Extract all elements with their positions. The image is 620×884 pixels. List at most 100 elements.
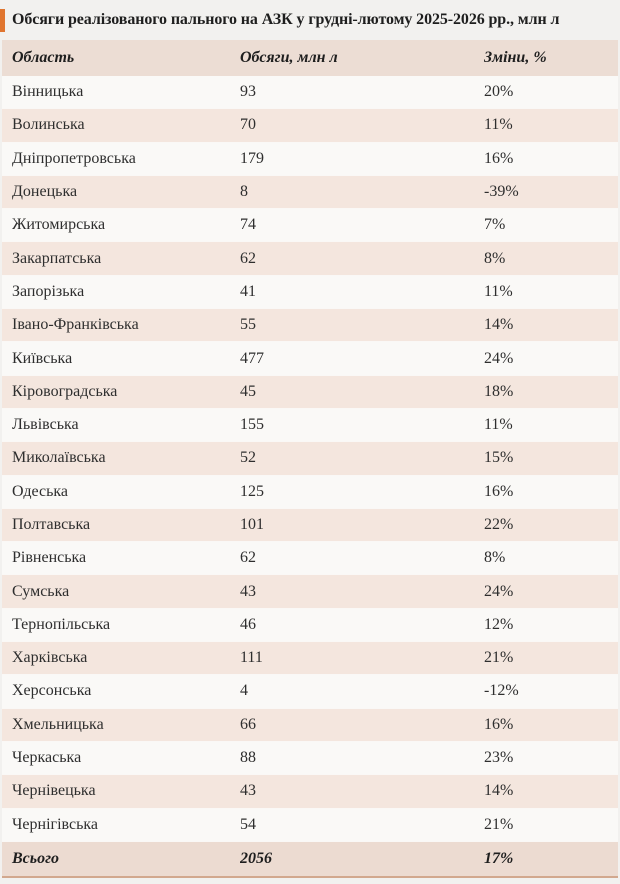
- title-accent-bar: [0, 8, 5, 32]
- volume-cell: 52: [240, 441, 484, 476]
- region-cell: Вінницька: [12, 83, 84, 101]
- volume-cell: 54: [240, 807, 484, 842]
- table-header-row: Область Обсяги, млн л Зміни, %: [2, 40, 618, 76]
- column-header-volume: Обсяги, млн л: [240, 40, 484, 76]
- volume-cell: 70: [240, 108, 484, 143]
- region-cell: Полтавська: [2, 507, 240, 542]
- change-cell: 14%: [484, 774, 618, 809]
- region-cell: Дніпропетровська: [2, 141, 240, 176]
- volume-cell: 4: [240, 674, 484, 709]
- region-cell: Чернівецька: [2, 774, 240, 809]
- table-row: Івано-Франківська 55 14%: [2, 308, 618, 342]
- volume-cell: 74: [240, 208, 484, 242]
- change-cell: 21%: [484, 641, 618, 675]
- table-row: Черкаська 88 23%: [2, 740, 618, 775]
- change-cell: 18%: [484, 374, 618, 409]
- change-cell: 21%: [484, 807, 618, 842]
- volume-cell: 45: [240, 374, 484, 409]
- change-cell: 11%: [484, 108, 618, 143]
- column-header-change: Зміни, %: [484, 40, 618, 76]
- region-cell: Одеська: [2, 474, 240, 509]
- table-row: Волинська 70 11%: [2, 108, 618, 143]
- table-row: Тернопільська 46 12%: [2, 607, 618, 642]
- total-row: Всього 2056 17%: [2, 840, 618, 877]
- change-cell: 11%: [484, 407, 618, 442]
- change-cell: 16%: [484, 474, 618, 509]
- table-row: Херсонська 4 -12%: [2, 674, 618, 709]
- volume-cell: 55: [240, 308, 484, 342]
- region-cell: Волинська: [2, 108, 240, 143]
- change-cell: 24%: [484, 341, 618, 376]
- region-cell: Запорізька: [2, 274, 240, 309]
- table-row: Закарпатська 62 8%: [2, 241, 618, 276]
- fuel-sales-table: Область Обсяги, млн л Зміни, % Вінницька…: [2, 40, 618, 878]
- region-cell: Житомирська: [2, 208, 240, 242]
- change-cell: 24%: [484, 574, 618, 609]
- table-row: Чернігівська 54 21%: [2, 807, 618, 842]
- region-cell: Кіровоградська: [2, 374, 240, 409]
- total-volume: 2056: [240, 840, 484, 877]
- change-cell: -12%: [484, 674, 618, 709]
- change-cell: 7%: [484, 208, 618, 242]
- volume-cell: 179: [240, 141, 484, 176]
- table-row: Львівська 155 11%: [2, 407, 618, 442]
- total-label: Всього: [2, 840, 240, 877]
- change-cell: 12%: [484, 607, 618, 642]
- table-row: Вінницька 93 20%: [2, 76, 618, 109]
- change-cell: 22%: [484, 507, 618, 542]
- table-row: Одеська 125 16%: [2, 474, 618, 509]
- chart-title-block: Обсяги реалізованого пального на АЗК у г…: [0, 0, 620, 40]
- volume-cell: 477: [240, 341, 484, 376]
- volume-cell: 43: [240, 574, 484, 609]
- region-cell: Хмельницька: [2, 707, 240, 742]
- region-cell: Херсонська: [2, 674, 240, 709]
- volume-cell: 93: [240, 83, 256, 101]
- region-cell: Закарпатська: [2, 241, 240, 276]
- volume-cell: 125: [240, 474, 484, 509]
- volume-cell: 88: [240, 740, 484, 775]
- change-cell: 11%: [484, 274, 618, 309]
- region-cell: Тернопільська: [2, 607, 240, 642]
- table-row: Харківська 111 21%: [2, 641, 618, 675]
- table-row: Дніпропетровська 179 16%: [2, 141, 618, 176]
- table-row: Рівненська 62 8%: [2, 541, 618, 575]
- table-row: Кіровоградська 45 18%: [2, 374, 618, 409]
- change-cell: 16%: [484, 141, 618, 176]
- region-cell: Чернігівська: [2, 807, 240, 842]
- change-cell: -39%: [484, 174, 618, 209]
- change-cell: 16%: [484, 707, 618, 742]
- chart-title: Обсяги реалізованого пального на АЗК у г…: [12, 11, 560, 28]
- volume-cell: 155: [240, 407, 484, 442]
- region-cell: Харківська: [2, 641, 240, 675]
- table-row: Житомирська 74 7%: [2, 208, 618, 242]
- volume-cell: 43: [240, 774, 484, 809]
- volume-cell: 41: [240, 274, 484, 309]
- change-cell: 8%: [484, 541, 618, 575]
- region-cell: Київська: [2, 341, 240, 376]
- volume-cell: 8: [240, 174, 484, 209]
- table-row: Запорізька 41 11%: [2, 274, 618, 309]
- table-row: Донецька 8 -39%: [2, 174, 618, 209]
- table-body: Вінницька 93 20% Волинська 70 11% Дніпропетров…: [2, 76, 618, 842]
- table-row: Чернівецька 43 14%: [2, 774, 618, 809]
- region-cell: Донецька: [2, 174, 240, 209]
- volume-cell: 101: [240, 507, 484, 542]
- change-cell: 23%: [484, 740, 618, 775]
- table-row: Полтавська 101 22%: [2, 507, 618, 542]
- table-row: Хмельницька 66 16%: [2, 707, 618, 742]
- region-cell: Івано-Франківська: [2, 308, 240, 342]
- column-header-region: Область: [2, 40, 240, 76]
- change-cell: 15%: [484, 441, 618, 476]
- volume-cell: 62: [240, 241, 484, 276]
- region-cell: Львівська: [2, 407, 240, 442]
- volume-cell: 111: [240, 641, 484, 675]
- volume-cell: 66: [240, 707, 484, 742]
- table-row: Миколаївська 52 15%: [2, 441, 618, 476]
- table-row: Сумська 43 24%: [2, 574, 618, 609]
- volume-cell: 62: [240, 541, 484, 575]
- table-row: Київська 477 24%: [2, 341, 618, 376]
- region-cell: Сумська: [2, 574, 240, 609]
- region-cell: Миколаївська: [2, 441, 240, 476]
- total-change: 17%: [484, 840, 618, 877]
- region-cell: Черкаська: [2, 740, 240, 775]
